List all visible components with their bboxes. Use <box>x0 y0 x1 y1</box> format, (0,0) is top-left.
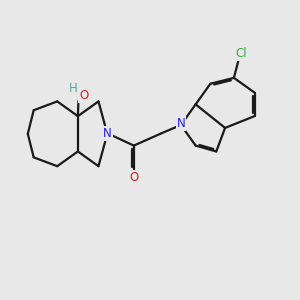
Text: H: H <box>69 82 77 95</box>
Text: Cl: Cl <box>236 47 247 60</box>
Text: O: O <box>129 171 138 184</box>
Text: N: N <box>103 127 112 140</box>
Text: O: O <box>79 89 88 102</box>
Text: N: N <box>176 117 185 130</box>
